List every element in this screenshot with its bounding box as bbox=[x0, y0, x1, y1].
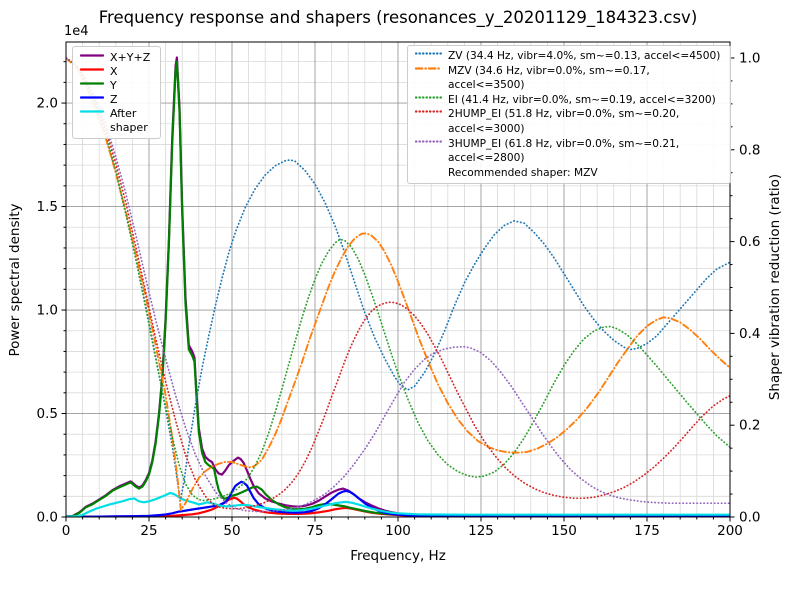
curve-y bbox=[66, 60, 730, 517]
axis-ticks bbox=[61, 57, 735, 522]
x-tick-label: 0 bbox=[62, 523, 71, 539]
y-right-tick-label: 0.8 bbox=[739, 142, 760, 158]
x-axis-label: Frequency, Hz bbox=[350, 548, 446, 564]
legend-label: ZV (34.4 Hz, vibr=4.0%, sm~=0.13, accel<… bbox=[448, 50, 721, 62]
curves bbox=[66, 56, 730, 517]
legend-item-mzv: MZV (34.6 Hz, vibr=0.0%, sm~=0.17, accel… bbox=[415, 64, 724, 93]
y-right-tick-label: 0.2 bbox=[739, 418, 760, 434]
legend-label: MZV (34.6 Hz, vibr=0.0%, sm~=0.17, accel… bbox=[448, 64, 650, 92]
y-right-tick-label: 0.4 bbox=[739, 326, 760, 342]
x-tick-label: 75 bbox=[306, 523, 323, 539]
legend-item-2hump-ei: 2HUMP_EI (51.8 Hz, vibr=0.0%, sm~=0.20, … bbox=[415, 107, 724, 136]
legend-item-y: Y bbox=[80, 79, 150, 93]
legend-label: Recommended shaper: MZV bbox=[448, 166, 598, 179]
legend-swatch-line bbox=[80, 110, 104, 113]
legend-swatch-line bbox=[80, 82, 104, 85]
y-right-tick-label: 0.0 bbox=[739, 510, 760, 526]
legend-item-after-shaper: After shaper bbox=[80, 107, 150, 135]
legend-swatch-line bbox=[80, 96, 104, 99]
legend-swatch-line bbox=[415, 166, 442, 175]
y-left-tick-label: 0.5 bbox=[37, 406, 58, 422]
legend-item-ei: EI (41.4 Hz, vibr=0.0%, sm~=0.19, accel<… bbox=[415, 93, 724, 108]
y-right-tick-label: 1.0 bbox=[739, 50, 760, 66]
y-right-axis-label: Shaper vibration reduction (ratio) bbox=[767, 174, 783, 400]
legend-swatch-line bbox=[415, 139, 442, 143]
legend-label: 3HUMP_EI (61.8 Hz, vibr=0.0%, sm~=0.21, … bbox=[448, 137, 680, 165]
y-right-tick-label: 0.6 bbox=[739, 234, 760, 250]
legend-swatch-line bbox=[80, 54, 104, 57]
x-tick-label: 50 bbox=[223, 523, 240, 539]
x-tick-label: 100 bbox=[385, 523, 411, 539]
x-tick-label: 175 bbox=[634, 523, 660, 539]
tick-labels: 0 25 50 75 100 125 150 175 2000.00.51.01.52.00.0… bbox=[37, 50, 761, 539]
y-left-tick-label: 2.0 bbox=[37, 96, 58, 112]
legend-shapers: ZV (34.4 Hz, vibr=4.0%, sm~=0.13, accel<… bbox=[407, 45, 731, 185]
curve-mzv bbox=[66, 57, 730, 512]
x-tick-label: 150 bbox=[551, 523, 577, 539]
legend-item-zv: ZV (34.4 Hz, vibr=4.0%, sm~=0.13, accel<… bbox=[415, 49, 724, 64]
legend-item-x: X bbox=[80, 65, 150, 79]
legend-item-3hump-ei: 3HUMP_EI (61.8 Hz, vibr=0.0%, sm~=0.21, … bbox=[415, 137, 724, 166]
legend-label: X bbox=[110, 64, 118, 78]
y-left-tick-label: 1.5 bbox=[37, 199, 58, 215]
y-left-tick-label: 0.0 bbox=[37, 510, 58, 526]
curve-3hump-ei bbox=[66, 57, 730, 513]
curve-after-shaper bbox=[66, 491, 730, 517]
chart-title: Frequency response and shapers (resonanc… bbox=[98, 8, 698, 27]
x-tick-label: 200 bbox=[717, 523, 743, 539]
x-tick-label: 125 bbox=[468, 523, 494, 539]
curve-2hump-ei bbox=[66, 57, 730, 510]
legend-recommended-shaper-note: Recommended shaper: MZV bbox=[415, 166, 724, 181]
legend-label: X+Y+Z bbox=[110, 51, 151, 64]
y-left-tick-label: 1.0 bbox=[37, 303, 58, 319]
legend-swatch-line bbox=[415, 96, 442, 99]
x-tick-label: 25 bbox=[140, 523, 157, 539]
legend-psd: X+Y+Z X Y Z After shaper bbox=[72, 46, 162, 140]
legend-swatch-line bbox=[80, 68, 104, 71]
y-left-scale-offset: 1e4 bbox=[64, 24, 89, 39]
legend-swatch-line bbox=[415, 110, 442, 113]
curve-ei bbox=[66, 57, 730, 502]
legend-item-z: Z bbox=[80, 93, 150, 107]
legend-label: EI (41.4 Hz, vibr=0.0%, sm~=0.19, accel<… bbox=[448, 93, 716, 106]
legend-label: Z bbox=[110, 92, 118, 106]
legend-label: Y bbox=[110, 78, 117, 92]
legend-item-x-y-z: X+Y+Z bbox=[80, 51, 150, 65]
legend-label: 2HUMP_EI (51.8 Hz, vibr=0.0%, sm~=0.20, … bbox=[448, 108, 680, 135]
legend-swatch-line bbox=[415, 66, 442, 70]
legend-label: After shaper bbox=[110, 106, 148, 134]
legend-swatch-line bbox=[415, 52, 442, 55]
y-left-axis-label: Power spectral density bbox=[7, 203, 23, 356]
